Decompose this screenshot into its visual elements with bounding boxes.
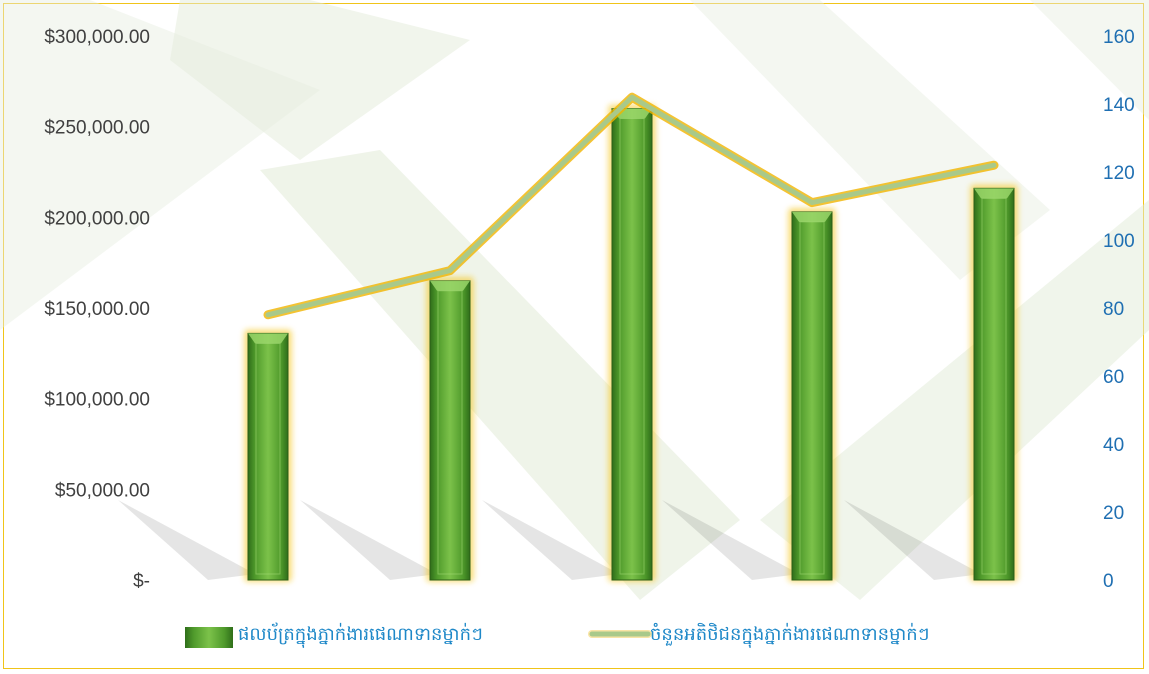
bar bbox=[791, 211, 833, 581]
bar-bevel bbox=[255, 342, 281, 575]
bar bbox=[429, 280, 471, 581]
right-tick-label: 100 bbox=[1103, 231, 1135, 252]
chart-frame bbox=[3, 3, 1144, 669]
left-tick-label: $300,000.00 bbox=[44, 27, 150, 48]
background-chevron-decoration bbox=[0, 0, 1149, 600]
right-axis: 0 20 40 60 80 100 120 140 160 bbox=[1103, 27, 1135, 592]
legend-label-line: ចំនួនអតិថិជនក្នុងភ្នាក់ងារផេណាទានម្នាក់ៗ bbox=[650, 622, 930, 648]
legend-label-bars: ផលប័ត្រក្នុងភ្នាក់ងារផេណាទានម្នាក់ៗ bbox=[238, 622, 483, 648]
left-tick-label: $150,000.00 bbox=[44, 299, 150, 320]
bar-bevel bbox=[437, 290, 463, 575]
bar-cap bbox=[792, 211, 832, 222]
bar-cap bbox=[248, 333, 288, 344]
legend-item-bars: ផលប័ត្រក្នុងភ្នាក់ងារផេណាទានម្នាក់ៗ bbox=[185, 622, 483, 648]
left-tick-label: $- bbox=[133, 571, 150, 592]
legend-swatch-bar bbox=[185, 627, 233, 648]
bar-cap bbox=[430, 280, 470, 291]
right-tick-label: 120 bbox=[1103, 163, 1135, 184]
left-tick-label: $100,000.00 bbox=[44, 390, 150, 411]
bar-cap bbox=[974, 188, 1014, 199]
left-tick-label: $50,000.00 bbox=[55, 480, 150, 501]
right-tick-label: 20 bbox=[1103, 503, 1124, 524]
right-tick-label: 160 bbox=[1103, 27, 1135, 48]
left-tick-label: $200,000.00 bbox=[44, 208, 150, 229]
bar-bevel bbox=[619, 118, 645, 575]
legend-item-line: ចំនួនអតិថិជនក្នុងភ្នាក់ងារផេណាទានម្នាក់ៗ bbox=[588, 622, 930, 648]
bar-bevel bbox=[981, 197, 1007, 575]
bar bbox=[973, 187, 1015, 581]
line-series bbox=[263, 92, 999, 320]
right-tick-label: 40 bbox=[1103, 435, 1124, 456]
bar-bevel bbox=[799, 221, 825, 575]
bar bbox=[247, 332, 289, 581]
left-axis: $- $50,000.00 $100,000.00 $150,000.00 $200,0… bbox=[44, 27, 150, 592]
bar-series bbox=[244, 104, 1018, 583]
legend: ផលប័ត្រក្នុងភ្នាក់ងារផេណាទានម្នាក់ៗ ចំនួ… bbox=[185, 622, 930, 648]
right-tick-label: 140 bbox=[1103, 95, 1135, 116]
right-tick-label: 60 bbox=[1103, 367, 1124, 388]
series-line bbox=[265, 94, 997, 318]
right-tick-label: 80 bbox=[1103, 299, 1124, 320]
right-tick-label: 0 bbox=[1103, 571, 1114, 592]
left-tick-label: $250,000.00 bbox=[44, 118, 150, 139]
bar bbox=[611, 108, 653, 581]
